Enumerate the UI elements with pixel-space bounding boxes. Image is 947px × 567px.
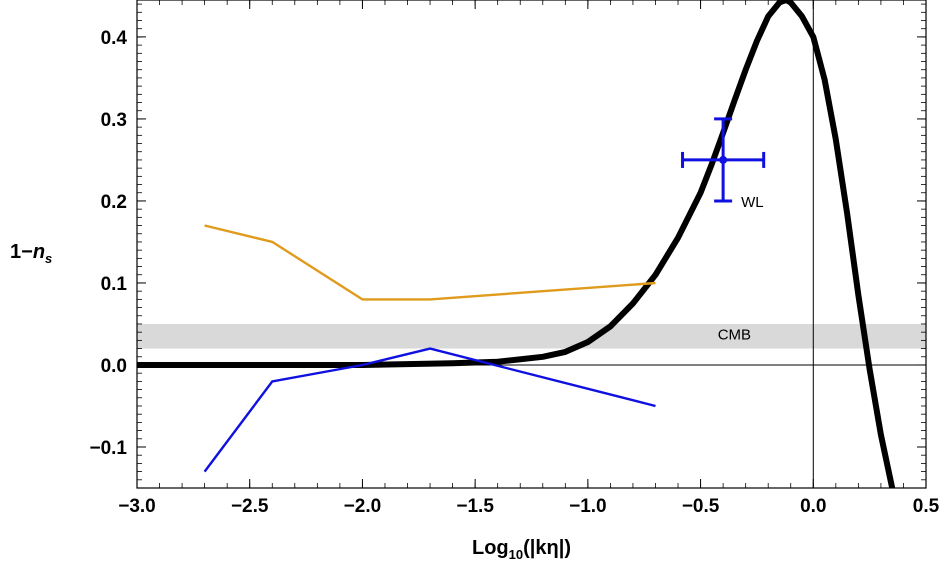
cmb-band [137,323,926,349]
y-axis-label-main: 1− [10,241,33,263]
x-tick-label: −0.5 [682,496,720,517]
x-tick-label: 0.5 [913,496,940,517]
y-tick-label: 0.1 [101,274,128,295]
x-tick-label: −2.0 [344,496,382,517]
series-line-0 [137,0,896,488]
y-tick-label: −0.1 [89,438,127,459]
wl-point-label: WL [741,194,764,211]
x-tick-label: −1.5 [456,496,494,517]
y-axis-label: 1−ns [10,241,52,266]
x-tick-label: 0.0 [800,496,826,517]
x-tick-label: −2.5 [231,496,269,517]
cmb-band-label: CMB [718,327,751,344]
x-axis-label-subscript: 10 [509,547,523,562]
error-layer [681,117,766,203]
y-tick-label: 0.2 [101,192,127,213]
plot-frame [136,0,927,489]
y-axis-label-italic: n [33,241,45,263]
tick-layer: −3.0 −2.5 −2.0 −1.5 −1.0 −0.5 0.0 0.5 −0.1 0.0 0.1… [89,0,940,517]
x-tick-label: −3.0 [118,496,156,517]
x-axis-label-main: Log [472,537,509,559]
x-tick-label: −1.0 [569,496,607,517]
band-layer [137,323,926,349]
series-layer [137,0,896,488]
error-point-marker [719,155,728,164]
series-line-2 [203,347,656,473]
y-axis-label-subscript: s [45,251,52,266]
reference-lines [137,0,926,488]
x-axis-label: Log10(|kη|) [472,537,571,562]
x-axis-label-rest: (|kη|) [523,537,571,559]
y-tick-label: 0.3 [101,110,127,131]
y-tick-label: 0.4 [101,28,128,49]
y-tick-label: 0.0 [101,356,127,377]
series-line-1 [204,224,656,301]
